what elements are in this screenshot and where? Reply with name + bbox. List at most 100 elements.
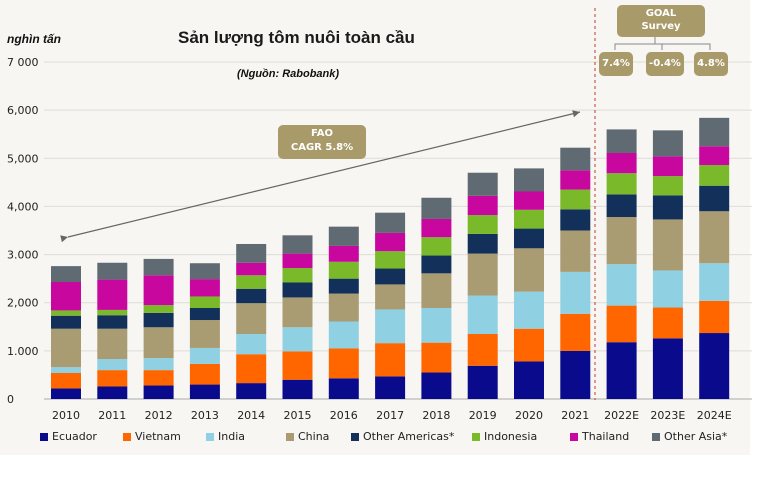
bar-segment-indonesia	[560, 189, 591, 210]
y-tick-label: 2,000	[7, 297, 39, 310]
bar-segment-thailand	[328, 245, 359, 262]
bar-segment-india	[189, 347, 220, 364]
bar-segment-thailand	[421, 218, 452, 238]
x-tick-label: 2022E	[604, 409, 639, 422]
y-tick-label: 5,000	[7, 152, 39, 165]
x-tick-label: 2012	[145, 409, 173, 422]
legend-label: India	[218, 430, 245, 443]
bar-stack-2011	[97, 262, 128, 399]
bar-segment-india	[375, 309, 406, 344]
bar-segment-china	[421, 273, 452, 309]
bar-segment-ecuador	[189, 384, 220, 399]
x-tick-label: 2019	[469, 409, 497, 422]
bar-segment-india	[236, 334, 267, 355]
chart-title: Sản lượng tôm nuôi toàn cầu	[178, 28, 415, 47]
x-tick-label: 2018	[422, 409, 450, 422]
legend-label: Thailand	[582, 430, 630, 443]
goal-label-line2: Survey	[641, 21, 681, 32]
bar-segment-china	[143, 327, 174, 359]
bar-segment-indonesia	[97, 309, 128, 316]
x-tick-label: 2015	[284, 409, 312, 422]
bar-segment-india	[514, 291, 544, 329]
legend-label: Other Americas*	[363, 430, 455, 443]
goal-connectors	[614, 36, 711, 50]
legend-item: India	[206, 430, 245, 443]
bar-segment-thailand	[375, 232, 406, 252]
bar-segment-thailand	[189, 279, 220, 297]
bar-stack-2010	[51, 266, 81, 399]
bar-segment-other-asia	[236, 243, 267, 263]
legend-swatch	[570, 432, 578, 441]
bar-segment-vietnam	[189, 363, 220, 385]
y-axis-ticks: 0 1.000 2,000 3.000 4,000 5,000 6,000 7 000	[7, 56, 39, 406]
bar-segment-indonesia	[189, 296, 220, 309]
bar-segment-china	[467, 253, 498, 296]
bar-segment-india	[328, 321, 359, 349]
bar-segment-thailand	[467, 195, 498, 216]
x-tick-label: 2023E	[650, 409, 685, 422]
bar-segment-other-asia	[97, 262, 128, 280]
bar-segment-thailand	[282, 253, 313, 269]
bar-stack-2024E	[699, 117, 730, 399]
x-tick-label: 2010	[52, 409, 80, 422]
bar-segment-ecuador	[560, 350, 591, 399]
legend-swatch	[40, 432, 48, 441]
bar-segment-other-americas	[699, 185, 730, 212]
bar-stack-2016	[328, 226, 359, 399]
bar-segment-indonesia	[421, 237, 452, 256]
bar-segment-thailand	[560, 170, 591, 190]
bar-segment-other-americas	[652, 195, 683, 220]
bar-segment-vietnam	[375, 343, 406, 377]
bar-segment-thailand	[51, 282, 81, 311]
bar-segment-other-asia	[189, 263, 220, 280]
bar-segment-ecuador	[51, 388, 81, 399]
y-axis-unit-label: nghìn tấn	[7, 32, 61, 46]
bar-stack-2021	[560, 147, 591, 399]
bar-segment-india	[51, 367, 81, 374]
bar-segment-vietnam	[143, 370, 174, 386]
bar-segment-other-americas	[328, 278, 359, 294]
y-tick-label: 0	[7, 393, 14, 406]
bar-segment-vietnam	[699, 300, 730, 334]
legend-swatch	[286, 432, 294, 441]
bar-segment-other-americas	[467, 233, 498, 254]
bar-segment-china	[375, 284, 406, 310]
bar-segment-india	[421, 308, 452, 343]
fao-cagr-label: FAO CAGR 5.8%	[278, 125, 366, 159]
legend-item: Vietnam	[123, 430, 181, 443]
bar-segment-ecuador	[652, 338, 683, 399]
bar-segment-thailand	[699, 146, 730, 166]
legend-label: Other Asia*	[664, 430, 728, 443]
bar-segment-other-americas	[375, 268, 406, 285]
legend-item: China	[286, 430, 329, 443]
legend-swatch	[652, 432, 660, 441]
bar-segment-thailand	[236, 262, 267, 276]
y-tick-label: 6,000	[7, 104, 39, 117]
bar-segment-other-americas	[51, 315, 81, 329]
y-tick-label: 3.000	[7, 249, 39, 262]
legend-swatch	[351, 432, 359, 441]
bar-stack-2014	[236, 243, 267, 399]
bar-stack-2020	[514, 168, 544, 399]
bar-segment-china	[606, 217, 637, 265]
bar-segment-ecuador	[467, 365, 498, 399]
x-tick-label: 2020	[515, 409, 543, 422]
bar-segment-vietnam	[514, 328, 544, 362]
bar-segment-thailand	[606, 152, 637, 174]
bar-segment-ecuador	[328, 378, 359, 399]
bar-segment-other-asia	[467, 172, 498, 196]
bar-segment-india	[699, 263, 730, 301]
bar-segment-other-americas	[560, 209, 591, 231]
bar-segment-india	[467, 295, 498, 335]
goal-value-2022: 7.4%	[599, 52, 633, 76]
bar-segment-other-asia	[560, 147, 591, 171]
legend-item: Other Asia*	[652, 430, 727, 443]
bar-segment-india	[560, 271, 591, 314]
bar-segment-vietnam	[236, 354, 267, 384]
bar-segment-other-asia	[282, 235, 313, 254]
bar-segment-other-asia	[421, 197, 452, 219]
fao-cagr-arrow	[60, 110, 581, 243]
bar-segment-china	[236, 303, 267, 335]
legend-swatch	[472, 432, 480, 441]
goal-survey-label: GOAL Survey	[617, 5, 705, 37]
